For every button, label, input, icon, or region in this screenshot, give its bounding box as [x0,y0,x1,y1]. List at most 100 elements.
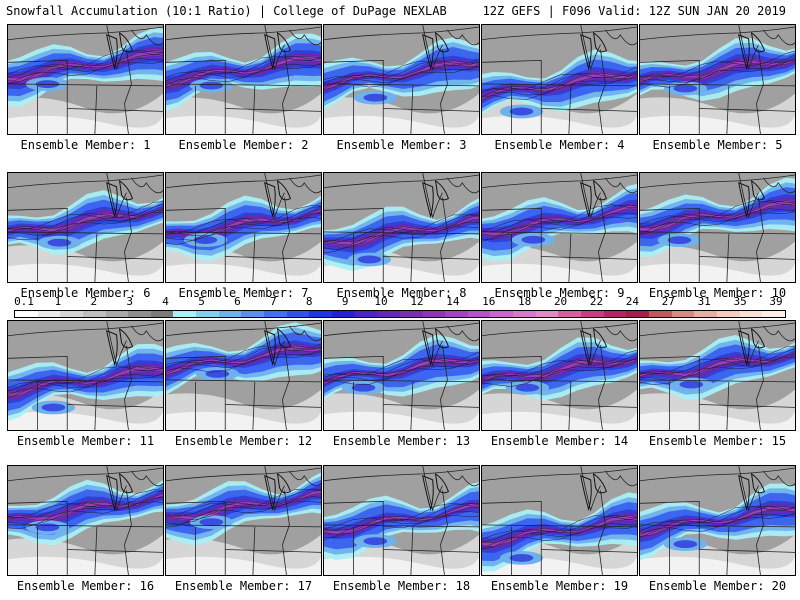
colorbar-label: 35 [733,295,747,308]
snowfall-map [640,173,795,282]
ensemble-panel [323,172,480,283]
snowfall-map [640,321,795,430]
colorbar-label: 5 [198,295,205,308]
colorbar-label: 14 [446,295,460,308]
colorbar-cell [603,311,627,317]
colorbar-cell [716,311,740,317]
colorbar-cell [762,311,785,317]
ensemble-member-label: Ensemble Member: 1 [20,138,151,152]
snowfall-map [324,321,479,430]
colorbar-label: 2 [90,295,98,308]
snowfall-map [8,466,163,575]
colorbar-label: 22 [589,295,604,308]
ensemble-member-label: Ensemble Member: 16 [16,579,155,593]
ensemble-member-label: Ensemble Member: 15 [648,434,787,448]
colorbar-cell [128,311,151,317]
ensemble-panel [165,465,322,576]
ensemble-panel [639,172,796,283]
colorbar-cell [354,311,378,317]
snowfall-map [482,466,637,575]
colorbar-labels: 0.1 1 2 3 4 5 6 7 8 9 10 12 14 16 18 20 22 24 27 31 35 39 [14,296,786,310]
ensemble-panel [639,24,796,135]
ensemble-panel [323,24,480,135]
colorbar-label: 7 [270,295,277,308]
colorbar-label: 0.1 [14,295,34,308]
colorbar-cell [399,311,423,317]
snowfall-map [8,173,163,282]
snowfall-colorbar [14,310,786,318]
ensemble-panel [639,320,796,431]
ensemble-member-label: Ensemble Member: 5 [652,138,783,152]
colorbar-cell [535,311,559,317]
colorbar-cell [150,311,174,317]
colorbar-cell [15,311,38,317]
ensemble-panel [481,465,638,576]
snowfall-map [166,466,321,575]
colorbar-cell [60,311,83,317]
ensemble-member-label: Ensemble Member: 9 [494,286,625,300]
colorbar-cell [173,311,197,317]
ensemble-member-label: Ensemble Member: 13 [332,434,471,448]
colorbar-cell [331,311,355,317]
ensemble-panel [481,320,638,431]
colorbar-cell [513,311,536,317]
colorbar-cell [648,311,672,317]
colorbar-label: 1 [54,295,62,308]
ensemble-panel [165,320,322,431]
snowfall-map [482,173,637,282]
colorbar-cell [218,311,242,317]
ensemble-panel [7,320,164,431]
colorbar-label: 20 [553,295,568,308]
colorbar-label: 27 [661,295,675,308]
colorbar-label: 10 [374,295,388,308]
valid-time: 12Z GEFS | F096 Valid: 12Z SUN JAN 20 20… [482,4,786,18]
ensemble-member-label: Ensemble Member: 8 [336,286,467,300]
snowfall-map [324,173,479,282]
map-title: Snowfall Accumulation (10:1 Ratio) | Col… [6,4,447,18]
ensemble-member-label: Ensemble Member: 3 [336,138,467,152]
snowfall-map [166,25,321,134]
colorbar-cell [82,311,106,317]
ensemble-member-label: Ensemble Member: 2 [178,138,309,152]
ensemble-panel [481,172,638,283]
colorbar-cell [422,311,446,317]
snowfall-map [324,25,479,134]
snowfall-map [166,321,321,430]
snowfall-map [640,25,795,134]
colorbar-cell [739,311,763,317]
ensemble-member-label: Ensemble Member: 19 [490,579,629,593]
ensemble-panel [165,24,322,135]
colorbar-cell [671,311,695,317]
colorbar-cell [264,311,287,317]
ensemble-panel [639,465,796,576]
ensemble-panel [481,24,638,135]
ensemble-member-label: Ensemble Member: 6 [20,286,151,300]
ensemble-member-label: Ensemble Member: 17 [174,579,313,593]
colorbar-label: 9 [341,295,349,308]
colorbar-cell [196,311,219,317]
colorbar-label: 3 [126,295,134,308]
colorbar-cell [309,311,332,317]
colorbar-cell [490,311,514,317]
colorbar-label: 6 [234,295,241,308]
colorbar-label: 8 [305,295,313,308]
colorbar-label: 18 [518,295,532,308]
snowfall-map [640,466,795,575]
snowfall-map [482,321,637,430]
ensemble-member-label: Ensemble Member: 20 [648,579,787,593]
ensemble-panel [7,24,164,135]
colorbar-cell [37,311,61,317]
colorbar-cell [694,311,717,317]
snowfall-map [8,25,163,134]
colorbar-label: 4 [162,295,169,308]
snowfall-map [324,466,479,575]
ensemble-panel [323,465,480,576]
colorbar-cell [377,311,400,317]
colorbar-label: 31 [697,295,711,308]
ensemble-member-label: Ensemble Member: 11 [16,434,155,448]
ensemble-member-label: Ensemble Member: 7 [178,286,309,300]
ensemble-member-label: Ensemble Member: 12 [174,434,313,448]
snowfall-map [166,173,321,282]
snowfall-map [8,321,163,430]
colorbar-cell [105,311,129,317]
